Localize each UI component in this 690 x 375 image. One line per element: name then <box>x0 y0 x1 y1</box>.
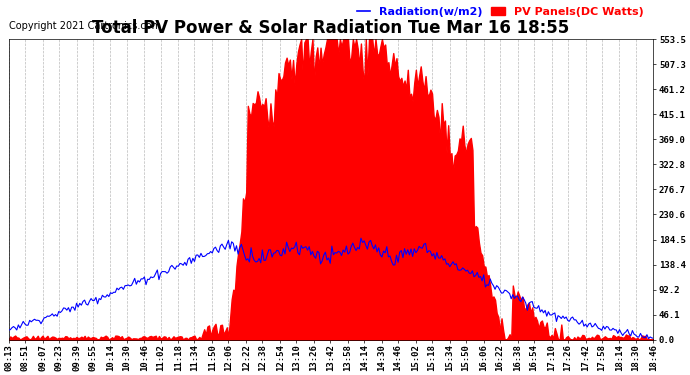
Legend: Radiation(w/m2), PV Panels(DC Watts): Radiation(w/m2), PV Panels(DC Watts) <box>353 3 648 21</box>
Text: Copyright 2021 Cartronics.com: Copyright 2021 Cartronics.com <box>9 21 161 31</box>
Title: Total PV Power & Solar Radiation Tue Mar 16 18:55: Total PV Power & Solar Radiation Tue Mar… <box>92 20 570 38</box>
